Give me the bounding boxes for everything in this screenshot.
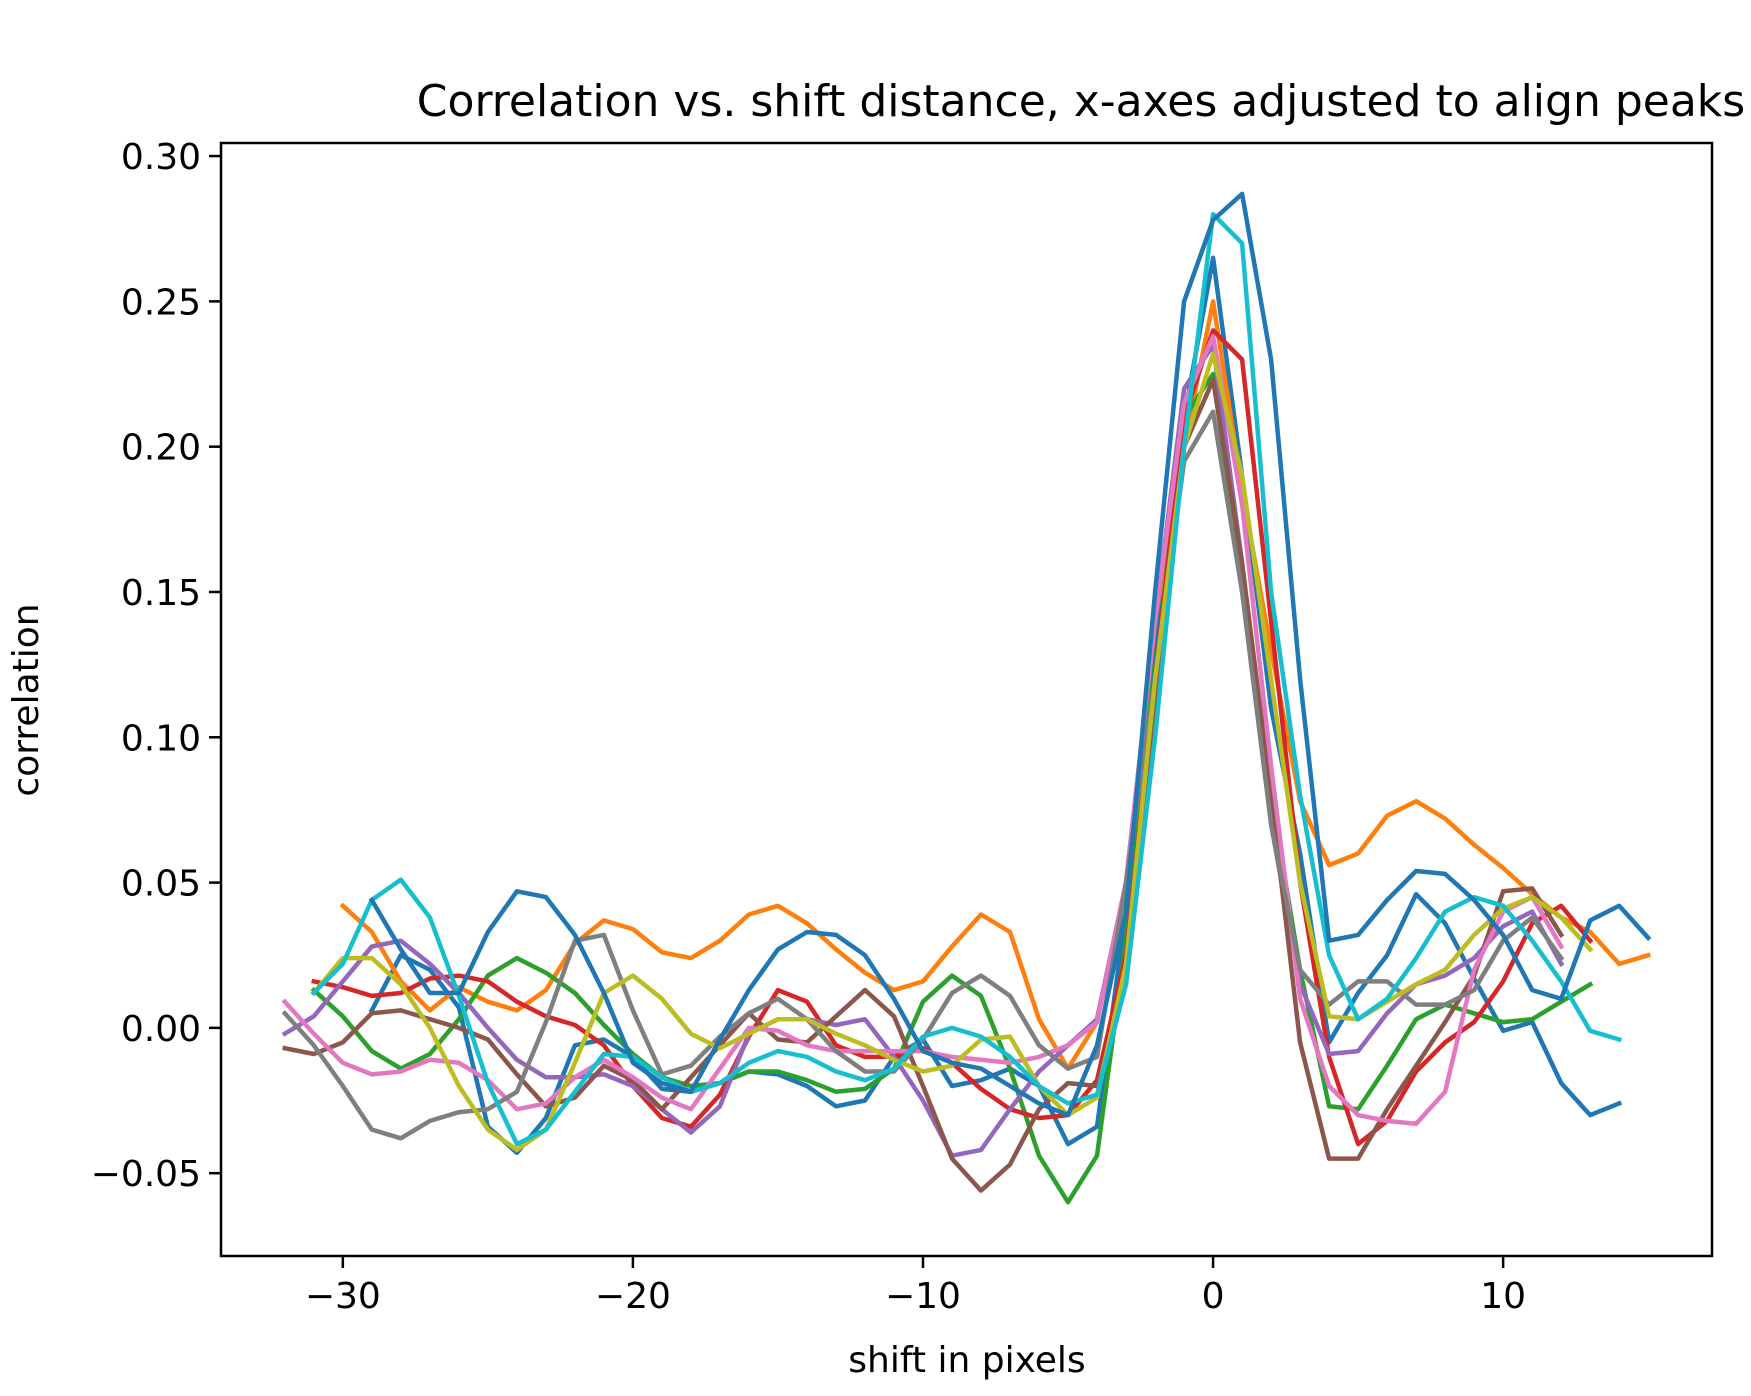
series-line-5: [281, 342, 1565, 1158]
series-line-10: [310, 211, 1623, 1147]
x-tick-label: −10: [885, 1276, 961, 1317]
ticks-layer: −30 −20 −10 0 10 −0.05 0.00 0.05 0.10 0.15 0.20 0.2…: [91, 137, 1526, 1317]
series-line-2: [339, 299, 1652, 1071]
y-tick-label: 0.15: [121, 573, 201, 614]
y-tick-label: 0.05: [121, 864, 201, 905]
series-line-11: [368, 191, 1652, 1118]
plot-frame: [219, 141, 1714, 1258]
series-line-6: [282, 377, 1565, 1193]
x-tick-label: 0: [1202, 1276, 1225, 1317]
series-line-3: [310, 371, 1594, 1205]
y-tick-label: 0.20: [121, 428, 201, 469]
y-tick-label: 0.30: [121, 137, 201, 178]
y-tick-label: 0.00: [121, 1009, 201, 1050]
x-tick-label: 10: [1480, 1276, 1526, 1317]
y-tick-label: −0.05: [91, 1154, 201, 1195]
x-axis-label: shift in pixels: [848, 1340, 1085, 1381]
series-layer: [281, 191, 1652, 1205]
y-axis-label: correlation: [6, 603, 47, 796]
x-tick-label: −20: [595, 1276, 671, 1317]
chart-title: Correlation vs. shift distance, x-axes a…: [417, 76, 1745, 127]
series-line-1: [368, 255, 1623, 1156]
y-tick-label: 0.10: [121, 718, 201, 759]
x-tick-label: −30: [305, 1276, 381, 1317]
y-tick-label: 0.25: [121, 282, 201, 323]
